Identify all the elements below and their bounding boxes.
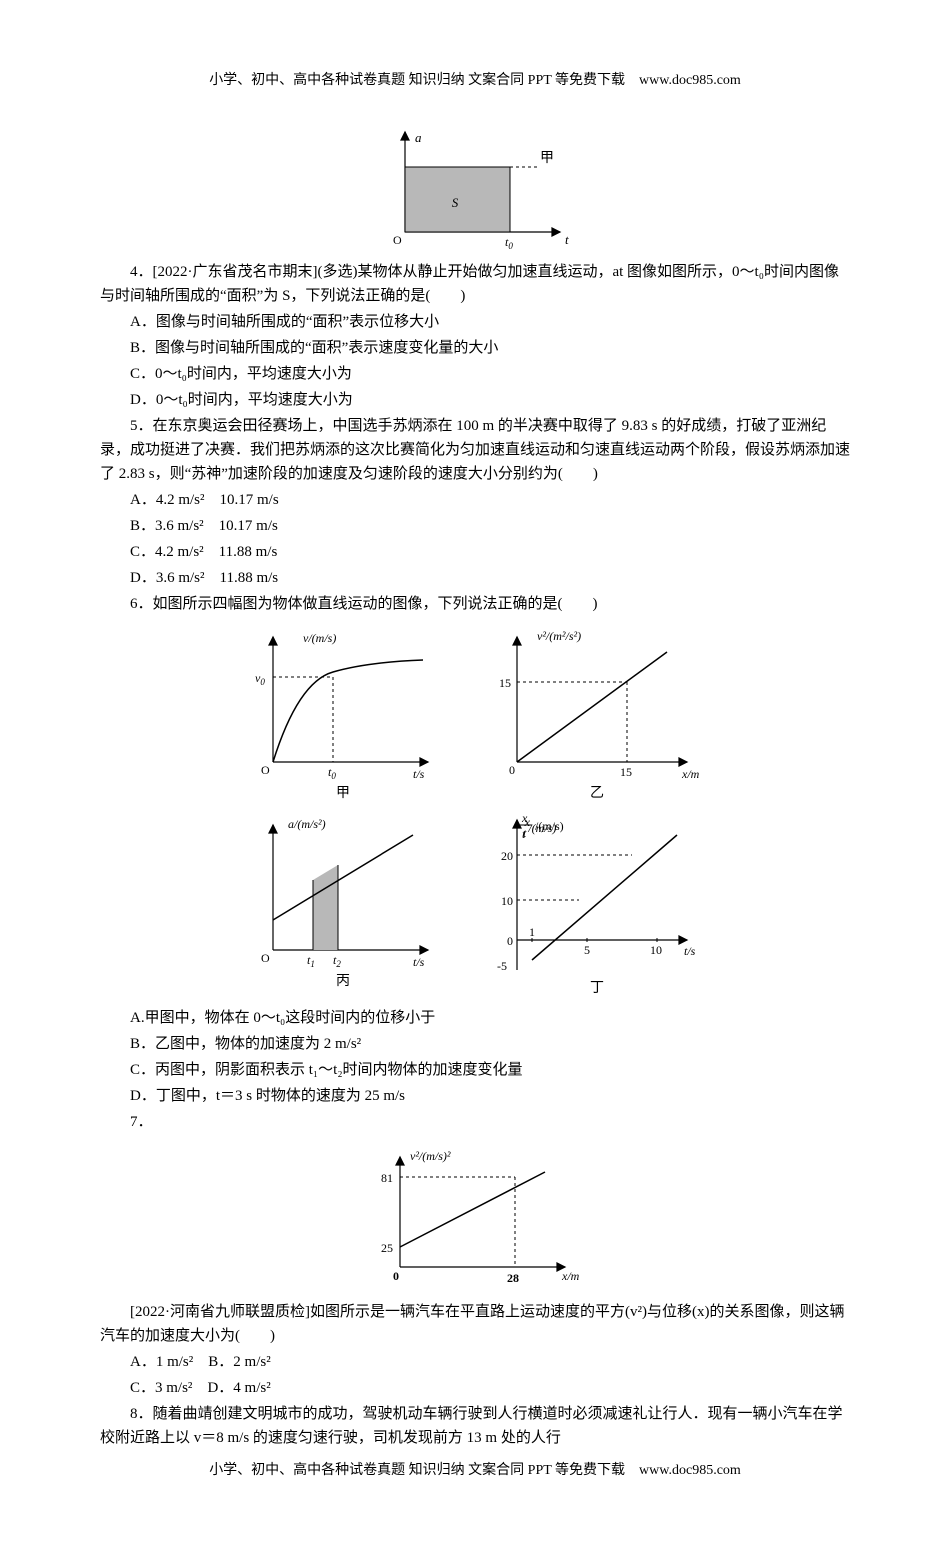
q6-stem: 6．如图所示四幅图为物体做直线运动的图像，下列说法正确的是( ) — [100, 592, 850, 616]
xtick2: t2 — [333, 953, 341, 969]
question-6-options: A.甲图中，物体在 0～t₀这段时间内的位移小于 B．乙图中，物体的加速度为 2… — [100, 1006, 850, 1108]
xlabel: t/s — [684, 944, 696, 958]
q7-stem: [2022·河南省九师联盟质检]如图所示是一辆汽车在平直路上运动速度的平方(v²… — [100, 1300, 850, 1348]
question-4: 4．[2022·广东省茂名市期末](多选)某物体从静止开始做匀加速直线运动，at… — [100, 260, 850, 412]
q6-figures-row1: v/(m/s) t/s O v0 t0 甲 v²/(m²/s²) x/m 0 1… — [100, 618, 850, 806]
q7-opts-cd: C．3 m/s² D．4 m/s² — [100, 1376, 850, 1400]
sub-label: 丙 — [336, 974, 350, 989]
sub-label: 丁 — [590, 981, 604, 996]
sub-label: 甲 — [336, 786, 350, 801]
xtick: 15 — [620, 765, 632, 779]
x-tick: t0 — [505, 235, 513, 251]
area-label: S — [452, 195, 459, 210]
ytick20: 20 — [501, 849, 513, 863]
q5-opt-d: D．3.6 m/s² 11.88 m/s — [100, 566, 850, 590]
q6-opt-b: B．乙图中，物体的加速度为 2 m/s² — [100, 1032, 850, 1056]
origin-label: O — [393, 233, 402, 247]
xtick5: 5 — [584, 943, 590, 957]
page-header: 小学、初中、高中各种试卷真题 知识归纳 文案合同 PPT 等免费下载 www.d… — [100, 70, 850, 92]
xtick28: 28 — [507, 1271, 519, 1285]
q7-opts-ab: A．1 m/s² B．2 m/s² — [100, 1350, 850, 1374]
q8-stem: 8．随着曲靖创建文明城市的成功，驾驶机动车辆行驶到人行横道时必须减速礼让行人．现… — [100, 1402, 850, 1450]
q6-figures-row2: a/(m/s²) t/s O t1 t2 丙 xt/(m/s) x t /(m — [100, 806, 850, 1004]
q4-opt-b: B．图像与时间轴所围成的“面积”表示速度变化量的大小 — [100, 336, 850, 360]
origin: 0 — [509, 763, 515, 777]
svg-text:/(m/s): /(m/s) — [535, 819, 564, 833]
q4-opt-c: C．0～t₀时间内，平均速度大小为 — [100, 362, 850, 386]
xtick: t0 — [328, 765, 336, 781]
ytick81: 81 — [381, 1171, 393, 1185]
q5-opt-b: B．3.6 m/s² 10.17 m/s — [100, 514, 850, 538]
question-7-body: [2022·河南省九师联盟质检]如图所示是一辆汽车在平直路上运动速度的平方(v²… — [100, 1300, 850, 1400]
question-8: 8．随着曲靖创建文明城市的成功，驾驶机动车辆行驶到人行横道时必须减速礼让行人．现… — [100, 1402, 850, 1450]
q6-fig-b: v²/(m²/s²) x/m 0 15 15 乙 — [487, 622, 707, 802]
q5-opt-c: C．4.2 m/s² 11.88 m/s — [100, 540, 850, 564]
q5-opt-a: A．4.2 m/s² 10.17 m/s — [100, 488, 850, 512]
x-axis-label: t — [565, 232, 569, 247]
ytick25: 25 — [381, 1241, 393, 1255]
ytick: 15 — [499, 676, 511, 690]
xtick1: t1 — [307, 953, 315, 969]
question-7: 7． — [100, 1110, 850, 1134]
ytick10: 10 — [501, 894, 513, 908]
ylabel: v²/(m²/s²) — [537, 629, 581, 643]
q6-opt-d: D．丁图中，t＝3 s 时物体的速度为 25 m/s — [100, 1084, 850, 1108]
q6-opt-a: A.甲图中，物体在 0～t₀这段时间内的位移小于 — [100, 1006, 850, 1030]
q4-opt-d: D．0～t₀时间内，平均速度大小为 — [100, 388, 850, 412]
y-axis-label: a — [415, 130, 422, 145]
question-5: 5．在东京奥运会田径赛场上，中国选手苏炳添在 100 m 的半决赛中取得了 9.… — [100, 414, 850, 590]
ylabel: v/(m/s) — [303, 631, 336, 645]
q6-fig-c: a/(m/s²) t/s O t1 t2 丙 — [243, 810, 443, 990]
q4-opt-a: A．图像与时间轴所围成的“面积”表示位移大小 — [100, 310, 850, 334]
ytick: v0 — [255, 671, 265, 687]
xlabel: t/s — [413, 955, 425, 969]
xlabel: x/m — [561, 1269, 580, 1283]
q4-stem: 4．[2022·广东省茂名市期末](多选)某物体从静止开始做匀加速直线运动，at… — [100, 260, 850, 308]
xlabel: x/m — [681, 767, 700, 781]
question-6: 6．如图所示四幅图为物体做直线运动的图像，下列说法正确的是( ) — [100, 592, 850, 616]
q6-fig-d: xt/(m/s) x t /(m/s) t/s 0 10 20 -5 1 5 1… — [487, 810, 707, 1000]
q5-stem: 5．在东京奥运会田径赛场上，中国选手苏炳添在 100 m 的半决赛中取得了 9.… — [100, 414, 850, 486]
origin: O — [261, 951, 270, 965]
ylabel: a/(m/s²) — [288, 817, 326, 831]
sub-label: 乙 — [590, 785, 604, 801]
q6-fig-a: v/(m/s) t/s O v0 t0 甲 — [243, 622, 443, 802]
xlabel: t/s — [413, 767, 425, 781]
ylabel: v²/(m/s)² — [410, 1149, 451, 1163]
xtick10: 10 — [650, 943, 662, 957]
side-label: 甲 — [540, 151, 554, 166]
origin: O — [261, 763, 270, 777]
q7-figure: v²/(m/s)² x/m 0 25 81 28 — [365, 1142, 585, 1292]
origin: 0 — [393, 1269, 399, 1283]
q4-figure: a t O t0 S 甲 — [375, 122, 575, 252]
xtick1: 1 — [529, 925, 535, 939]
page-footer: 小学、初中、高中各种试卷真题 知识归纳 文案合同 PPT 等免费下载 www.d… — [100, 1460, 850, 1482]
q7-lead: 7． — [100, 1110, 850, 1134]
q6-opt-c: C．丙图中，阴影面积表示 t₁～t₂时间内物体的加速度变化量 — [100, 1058, 850, 1082]
ytickm5: -5 — [497, 959, 507, 973]
ytick0: 0 — [507, 934, 513, 948]
svg-text:x: x — [521, 811, 528, 825]
